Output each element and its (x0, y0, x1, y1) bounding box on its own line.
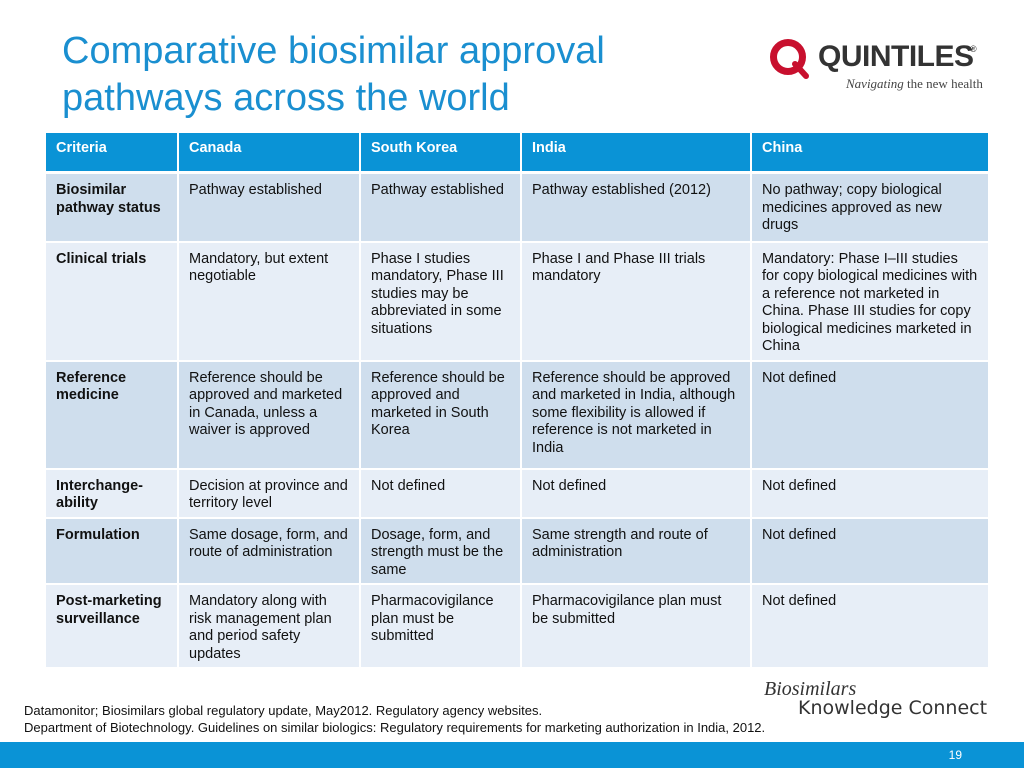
india-cell: Not defined (520, 468, 752, 519)
comparison-table: Criteria Canada South Korea India China … (44, 133, 990, 669)
criteria-cell: Interchange-ability (44, 468, 179, 519)
footer-bar: 19 (0, 742, 1024, 768)
india-cell: Pathway established (2012) (520, 172, 752, 243)
source-line: Datamonitor; Biosimilars global regulato… (24, 703, 543, 718)
logo-wordmark: QUINTILES (818, 40, 974, 73)
criteria-cell: Reference medicine (44, 360, 179, 470)
canada-cell: Reference should be approved and markete… (177, 360, 361, 470)
china-cell: No pathway; copy biological medicines ap… (750, 172, 990, 243)
south-korea-cell: Reference should be approved and markete… (359, 360, 522, 470)
table-row: Post-marketing surveillance Mandatory al… (44, 584, 990, 669)
criteria-cell: Clinical trials (44, 241, 179, 362)
header-canada: Canada (177, 133, 361, 174)
china-cell: Not defined (750, 360, 990, 470)
logo-tagline-rest: the new health (903, 76, 983, 91)
quintiles-q-icon (770, 39, 809, 79)
criteria-cell: Formulation (44, 517, 179, 585)
table-row: Reference medicine Reference should be a… (44, 360, 990, 470)
header-china: China (750, 133, 990, 174)
criteria-cell: Post-marketing surveillance (44, 584, 179, 669)
south-korea-cell: Phase I studies mandatory, Phase III stu… (359, 241, 522, 362)
canada-cell: Pathway established (177, 172, 361, 243)
table-row: Interchange-ability Decision at province… (44, 468, 990, 519)
table-header-row: Criteria Canada South Korea India China (44, 133, 990, 174)
south-korea-cell: Pharmacovigilance plan must be submitted (359, 584, 522, 669)
source-line: Department of Biotechnology. Guidelines … (24, 720, 766, 735)
criteria-cell: Biosimilar pathway status (44, 172, 179, 243)
india-cell: Pharmacovigilance plan must be submitted (520, 584, 752, 669)
logo-tagline-italic: Navigating (846, 76, 904, 91)
header-criteria: Criteria (44, 133, 179, 174)
biosimilars-knowledge-connect-logo: Biosimilars Knowledge Connect (764, 678, 1004, 722)
table-row: Biosimilar pathway status Pathway establ… (44, 172, 990, 243)
branding-line-2: Knowledge Connect (798, 697, 988, 719)
header-india: India (520, 133, 752, 174)
canada-cell: Mandatory, but extent negotiable (177, 241, 361, 362)
table-row: Clinical trials Mandatory, but extent ne… (44, 241, 990, 362)
south-korea-cell: Dosage, form, and strength must be the s… (359, 517, 522, 585)
slide-title: Comparative biosimilar approval pathways… (62, 30, 605, 119)
branding-line-1: Biosimilars (764, 678, 857, 700)
table-row: Formulation Same dosage, form, and route… (44, 517, 990, 585)
quintiles-logo: QUINTILES ® Navigating the new health (768, 36, 1008, 96)
sources-footnote: Datamonitor; Biosimilars global regulato… (24, 702, 864, 736)
china-cell: Not defined (750, 517, 990, 585)
india-cell: Same strength and route of administratio… (520, 517, 752, 585)
canada-cell: Mandatory along with risk management pla… (177, 584, 361, 669)
china-cell: Not defined (750, 584, 990, 669)
logo-registered-mark: ® (970, 44, 977, 54)
south-korea-cell: Pathway established (359, 172, 522, 243)
india-cell: Phase I and Phase III trials mandatory (520, 241, 752, 362)
china-cell: Not defined (750, 468, 990, 519)
china-cell: Mandatory: Phase I–III studies for copy … (750, 241, 990, 362)
canada-cell: Same dosage, form, and route of administ… (177, 517, 361, 585)
canada-cell: Decision at province and territory level (177, 468, 361, 519)
india-cell: Reference should be approved and markete… (520, 360, 752, 470)
south-korea-cell: Not defined (359, 468, 522, 519)
header-south-korea: South Korea (359, 133, 522, 174)
logo-tagline: Navigating the new health (846, 76, 983, 92)
page-number: 19 (948, 748, 962, 762)
